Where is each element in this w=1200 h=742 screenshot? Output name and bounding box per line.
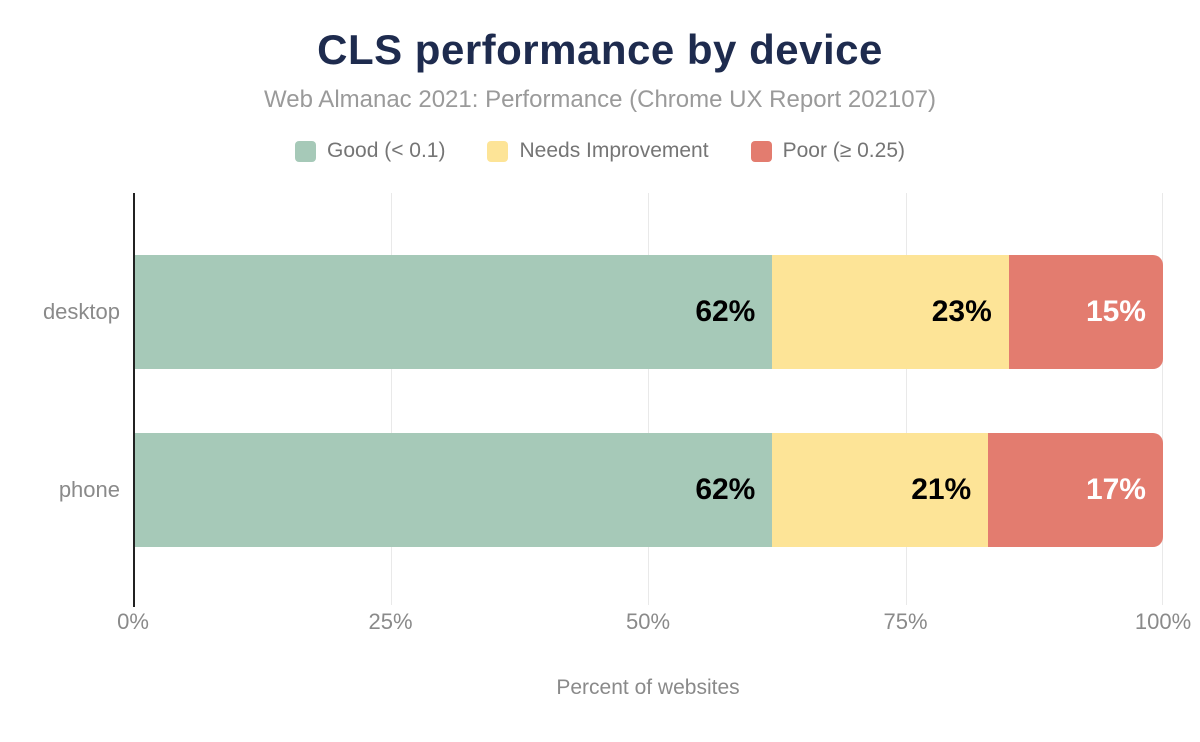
bar-segment: 62% bbox=[135, 433, 773, 547]
legend-label-needs-improvement: Needs Improvement bbox=[519, 139, 709, 162]
plot-area: 62% 23% 15% 62% 21% 17% bbox=[133, 193, 1163, 607]
x-tick-label-100: 100% bbox=[1134, 609, 1192, 634]
bar-row: 62% 23% 15% bbox=[135, 255, 1163, 369]
chart-subtitle: Web Almanac 2021: Performance (Chrome UX… bbox=[264, 86, 936, 113]
gridline-100 bbox=[1162, 193, 1163, 605]
legend-swatch-needs-improvement bbox=[487, 140, 509, 162]
y-axis-line bbox=[133, 193, 135, 607]
chart-title: CLS performance by device bbox=[317, 26, 883, 73]
legend-swatch-good bbox=[295, 140, 316, 162]
gridline-50 bbox=[648, 193, 649, 605]
legend-label-good: Good (< 0.1) bbox=[327, 139, 446, 162]
bar-value-label: 17% bbox=[1085, 473, 1146, 506]
bar-value-label: 15% bbox=[1085, 295, 1146, 328]
legend-item-good: Good (< 0.1) bbox=[295, 139, 445, 163]
legend: Good (< 0.1) Needs Improvement Poor (≥ 0… bbox=[0, 139, 1200, 163]
bar-segment: 15% bbox=[1008, 255, 1163, 369]
x-tick-label-50: 50% bbox=[625, 609, 671, 634]
x-tick-label-25: 25% bbox=[368, 609, 413, 634]
x-axis-ticks: 0% 25% 50% 75% 100% bbox=[117, 609, 1191, 637]
legend-label-poor: Poor (≥ 0.25) bbox=[782, 139, 905, 162]
legend-item-needs-improvement: Needs Improvement bbox=[487, 139, 709, 163]
bar-row: 62% 21% 17% bbox=[135, 433, 1163, 547]
bar-segment: 17% bbox=[988, 433, 1163, 547]
x-axis-title: Percent of websites bbox=[556, 676, 740, 699]
bar-segment: 62% bbox=[135, 255, 773, 369]
y-tick-label-desktop: desktop bbox=[42, 299, 120, 324]
gridline-25 bbox=[390, 193, 392, 605]
legend-swatch-poor bbox=[750, 140, 772, 162]
bar-segment: 23% bbox=[772, 255, 1009, 369]
bar-value-label: 21% bbox=[911, 473, 972, 506]
x-tick-label-0: 0% bbox=[117, 609, 149, 634]
bar-value-label: 62% bbox=[695, 295, 756, 328]
y-tick-label-phone: phone bbox=[58, 477, 120, 502]
bar-segment: 21% bbox=[772, 433, 989, 547]
bar-value-label: 62% bbox=[695, 473, 756, 506]
bar-value-label: 23% bbox=[931, 295, 992, 328]
x-tick-label-75: 75% bbox=[883, 609, 928, 634]
gridline-75 bbox=[905, 193, 907, 605]
legend-item-poor: Poor (≥ 0.25) bbox=[750, 139, 905, 163]
